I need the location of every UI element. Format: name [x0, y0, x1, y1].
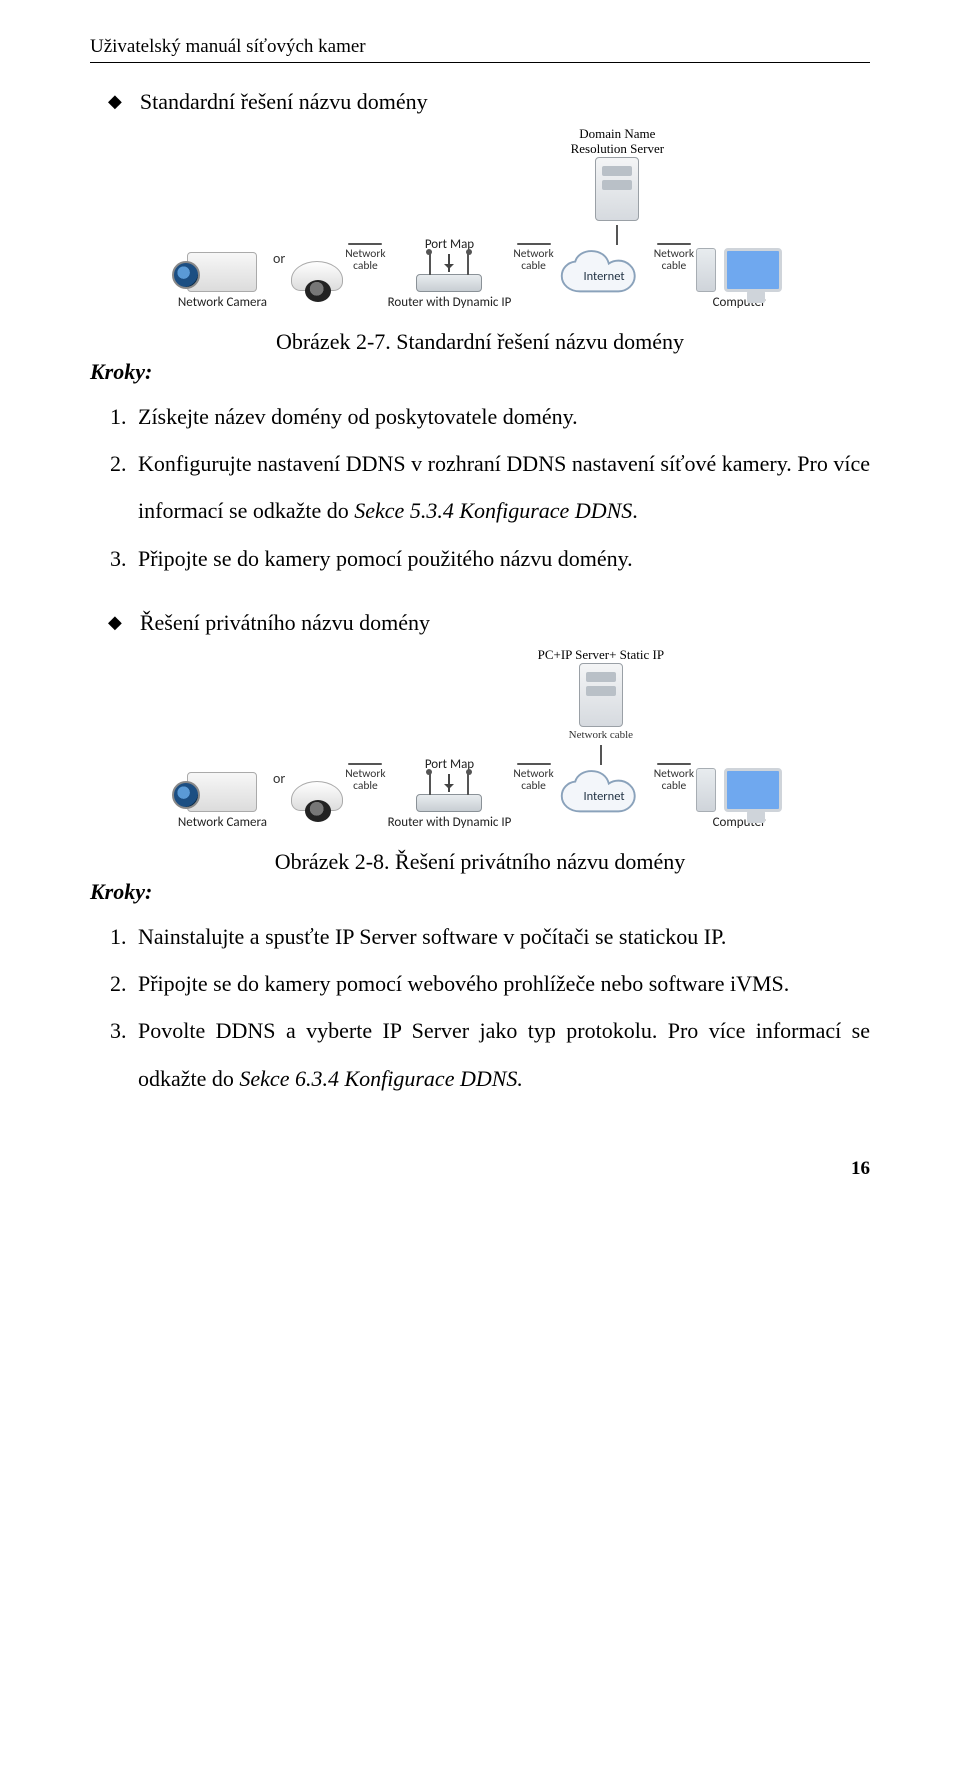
cable-link-2: Network cable — [513, 243, 553, 273]
ip-server-node: PC+IP Server+ Static IP Network cable — [538, 648, 664, 765]
cloud-icon: Internet — [556, 769, 652, 823]
router-icon — [416, 274, 482, 292]
bullet-private-dns: ◆ Řešení privátního názvu domény — [108, 610, 870, 636]
camera-box-node: Network Camera — [178, 252, 267, 311]
router-label: Router with Dynamic IP — [388, 816, 512, 831]
steps-list-2: Nainstalujte a spusťte IP Server softwar… — [132, 913, 870, 1102]
diamond-icon: ◆ — [108, 613, 122, 631]
step-1-1: Získejte název domény od poskytovatele d… — [132, 393, 870, 440]
cable-label: Network cable — [513, 768, 553, 793]
diagram-2-8: PC+IP Server+ Static IP Network cable Ne… — [90, 648, 870, 831]
ip-server-label: PC+IP Server+ Static IP — [538, 648, 664, 663]
cloud-icon: Internet — [556, 249, 652, 303]
cable-link-3b: Network cable — [654, 763, 694, 793]
running-head: Uživatelský manuál síťových kamer — [90, 36, 870, 63]
diagram-chain: Network Camera or Network cable Port Map — [178, 237, 782, 311]
cable-link-1: Network cable — [345, 243, 385, 273]
diagram-chain-2: Network Camera or Network cable Port Map — [178, 757, 782, 831]
or-label: or — [273, 770, 285, 787]
bullet-title: Standardní řešení názvu domény — [140, 89, 428, 115]
cable-link-3: Network cable — [654, 243, 694, 273]
camera-dome-icon — [291, 781, 343, 811]
steps-list-1: Získejte název domény od poskytovatele d… — [132, 393, 870, 582]
router-node: Port Map Router with Dynamic IP — [388, 237, 512, 311]
camera-dome-node — [291, 781, 343, 831]
camera-dome-icon — [291, 261, 343, 291]
internet-node-2: Internet — [556, 769, 652, 831]
camera-label: Network Camera — [178, 816, 267, 831]
dns-server-label: Domain Name Resolution Server — [571, 127, 665, 157]
computer-node-2: Computer — [696, 768, 782, 831]
cable-link-2b: Network cable — [513, 763, 553, 793]
cable-label: Network cable — [345, 248, 385, 273]
camera-dome-node — [291, 261, 343, 311]
camera-box-icon — [187, 772, 257, 812]
page: Uživatelský manuál síťových kamer ◆ Stan… — [0, 0, 960, 1220]
step-2-2: Připojte se do kamery pomocí webového pr… — [132, 960, 870, 1007]
caption-2-8: Obrázek 2-8. Řešení privátního názvu dom… — [90, 849, 870, 875]
cable-label: Network cable — [345, 768, 385, 793]
router-label: Router with Dynamic IP — [388, 296, 512, 311]
step-2-3: Povolte DDNS a vyberte IP Server jako ty… — [132, 1007, 870, 1102]
bullet-standard-dns: ◆ Standardní řešení názvu domény — [108, 89, 870, 115]
caption-2-7: Obrázek 2-7. Standardní řešení názvu dom… — [90, 329, 870, 355]
camera-box-icon — [187, 252, 257, 292]
dns-server-node: Domain Name Resolution Server — [571, 127, 665, 245]
server-icon — [595, 157, 639, 221]
step-1-2: Konfigurujte nastavení DDNS v rozhraní D… — [132, 440, 870, 535]
svg-text:Internet: Internet — [583, 789, 624, 804]
step-1-2-italic: Sekce 5.3.4 Konfigurace DDNS — [354, 498, 632, 523]
monitor-icon — [724, 248, 782, 292]
tower-icon — [696, 768, 716, 812]
router-icon — [416, 794, 482, 812]
cable-label: Network cable — [654, 768, 694, 793]
cable-label: Network cable — [569, 729, 633, 741]
cable-label: Network cable — [654, 248, 694, 273]
or-label: or — [273, 250, 285, 267]
cable-link-1b: Network cable — [345, 763, 385, 793]
step-2-1: Nainstalujte a spusťte IP Server softwar… — [132, 913, 870, 960]
tower-icon — [696, 248, 716, 292]
monitor-icon — [724, 768, 782, 812]
steps-label-2: Kroky: — [90, 879, 870, 905]
diamond-icon: ◆ — [108, 92, 122, 110]
cable-label: Network cable — [513, 248, 553, 273]
internet-node: Internet — [556, 249, 652, 311]
server-icon — [579, 663, 623, 727]
diagram-2-7: Domain Name Resolution Server Network Ca… — [90, 127, 870, 311]
computer-node: Computer — [696, 248, 782, 311]
internet-text: Internet — [583, 269, 624, 284]
step-2-3-italic: Sekce 6.3.4 Konfigurace DDNS. — [239, 1066, 523, 1091]
router-node-2: Port Map Router with Dynamic IP — [388, 757, 512, 831]
camera-label: Network Camera — [178, 296, 267, 311]
page-number: 16 — [90, 1158, 870, 1180]
step-1-3: Připojte se do kamery pomocí použitého n… — [132, 535, 870, 582]
bullet-title: Řešení privátního názvu domény — [140, 610, 430, 636]
camera-box-node: Network Camera — [178, 772, 267, 831]
steps-label-1: Kroky: — [90, 359, 870, 385]
